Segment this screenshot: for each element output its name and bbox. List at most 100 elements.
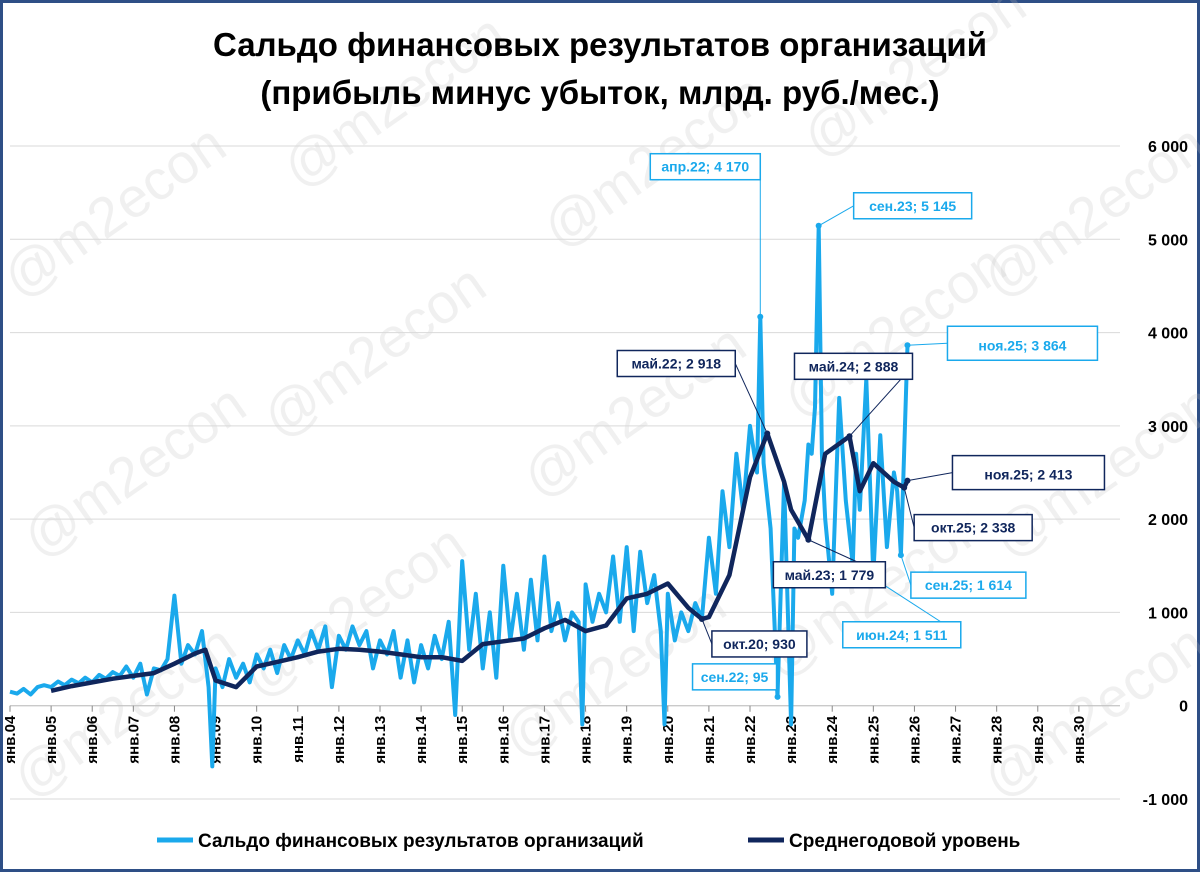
annotation-box: [946, 325, 1099, 362]
annotation-text: май.24; 2 888: [809, 358, 899, 374]
annotation-label: сен.22; 95: [691, 663, 781, 700]
annotation-box: [913, 513, 1033, 542]
y-tick-label: 5 000: [1148, 232, 1188, 249]
annotation-marker: [904, 477, 911, 484]
x-tick-label: янв.08: [166, 716, 183, 764]
watermark-text: @m2econ: [971, 611, 1200, 809]
annotation-text: окт.20; 930: [723, 636, 796, 652]
annotation-marker: [757, 313, 764, 320]
series-average-line: [50, 431, 910, 693]
x-tick-label: янв.18: [578, 716, 595, 764]
y-tick-label: 1 000: [1148, 605, 1188, 622]
x-tick-label: янв.27: [948, 716, 965, 764]
annotation-box: [772, 561, 887, 589]
annotation-marker: [815, 222, 822, 229]
x-tick-label: янв.16: [495, 716, 512, 764]
x-tick-label: янв.28: [989, 716, 1006, 764]
x-tick-label: янв.25: [865, 716, 882, 764]
x-tick-label: янв.07: [125, 716, 142, 764]
annotation-leader: [701, 618, 713, 645]
annotation-marker: [698, 615, 705, 622]
watermark-text: @m2econ: [511, 311, 757, 509]
annotation-box: [910, 571, 1027, 599]
x-tick-label: янв.05: [43, 716, 60, 764]
x-tick-label: янв.22: [742, 716, 759, 764]
annotation-text: май.22; 2 918: [631, 356, 721, 372]
x-tick-label: янв.11: [290, 716, 307, 763]
x-tick-label: янв.13: [372, 716, 389, 764]
watermark-layer: @m2econ@m2econ@m2econ@m2econ@m2econ@m2ec…: [0, 0, 1200, 810]
annotation-leader: [734, 363, 768, 434]
annotation-marker: [774, 693, 781, 700]
x-tick-label: янв.26: [906, 716, 923, 764]
annotation-leader: [818, 205, 854, 227]
annotation-leader: [900, 554, 912, 586]
annotation-label: сен.25; 1 614: [897, 552, 1027, 599]
annotation-marker: [805, 536, 812, 543]
annotation-marker: [901, 484, 908, 491]
annotation-marker: [904, 342, 911, 349]
watermark-text: @m2econ: [11, 371, 257, 569]
y-tick-label: 0: [1179, 699, 1188, 716]
annotation-box: [793, 352, 914, 381]
legend-label-average: Среднегодовой уровень: [789, 831, 1020, 852]
x-tick-label: янв.20: [660, 716, 677, 764]
annotation-box: [711, 630, 808, 658]
x-tick-label: янв.30: [1071, 716, 1088, 764]
annotation-text: ноя.25; 2 413: [984, 467, 1072, 483]
annotation-label: май.22; 2 918: [616, 349, 771, 437]
annotation-leader: [903, 487, 915, 528]
watermark-text: @m2econ: [251, 251, 497, 449]
series-monthly-line: [9, 223, 910, 769]
annotation-text: июн.24; 1 511: [856, 627, 948, 643]
y-axis: -1 000 0 1 000 2 000 3 000 4 000 5 000 6 000: [1143, 139, 1188, 809]
x-tick-label: янв.15: [454, 716, 471, 764]
annotation-text: апр.22; 4 170: [661, 159, 749, 175]
y-tick-label: 4 000: [1148, 326, 1188, 343]
x-tick-label: янв.19: [619, 716, 636, 764]
x-tick-label: янв.10: [249, 716, 266, 764]
x-tick-label: янв.14: [413, 715, 430, 764]
annotation-marker: [764, 430, 771, 437]
watermark-text: @m2econ: [231, 511, 477, 709]
annotation-box: [616, 349, 737, 378]
annotation-label: сен.23; 5 145: [815, 192, 973, 229]
x-tick-label: янв.06: [84, 716, 101, 764]
annotation-label: ноя.25; 3 864: [904, 325, 1099, 362]
annotation-leader: [907, 472, 953, 482]
y-tick-label: 2 000: [1148, 512, 1188, 529]
annotation-label: окт.20; 930: [698, 615, 808, 658]
annotation-box: [649, 152, 762, 181]
annotation-label: май.24; 2 888: [793, 352, 914, 440]
annotation-label: окт.25; 2 338: [901, 484, 1033, 542]
annotation-text: сен.23; 5 145: [869, 198, 956, 214]
annotation-label: июн.24; 1 511: [842, 561, 962, 649]
annotation-marker: [897, 552, 904, 559]
x-tick-label: янв.24: [824, 715, 841, 764]
annotation-label: апр.22; 4 170: [649, 152, 764, 320]
x-tick-label: янв.29: [1030, 716, 1047, 764]
chart-title-line2: (прибыль минус убыток, млрд. руб./мес.): [260, 74, 939, 111]
watermark-text: @m2econ: [0, 111, 237, 309]
annotation-label: май.23; 1 779: [772, 536, 887, 589]
x-axis: янв.04 янв.05 янв.06 янв.07 янв.08 янв.09 янв.…: [2, 705, 1088, 764]
annotation-text: май.23; 1 779: [785, 567, 875, 583]
legend: Сальдо финансовых результатов организаци…: [157, 831, 1020, 852]
annotation-marker: [846, 433, 853, 440]
annotation-leader: [907, 342, 948, 346]
annotation-box: [951, 454, 1106, 491]
chart-title-line1: Сальдо финансовых результатов организаци…: [213, 26, 987, 63]
y-tick-label: -1 000: [1143, 792, 1188, 809]
annotation-box: [852, 192, 973, 220]
x-tick-label: янв.17: [536, 716, 553, 764]
annotation-box: [691, 663, 778, 691]
annotation-label: ноя.25; 2 413: [904, 454, 1106, 491]
y-tick-label: 6 000: [1148, 139, 1188, 156]
annotation-text: окт.25; 2 338: [931, 520, 1015, 536]
annotations: апр.22; 4 170 сен.23; 5 145 ноя.25; 3 864 с…: [616, 152, 1106, 700]
annotation-text: ноя.25; 3 864: [978, 337, 1066, 353]
x-tick-label: янв.21: [701, 716, 718, 764]
x-tick-label: янв.12: [331, 716, 348, 764]
